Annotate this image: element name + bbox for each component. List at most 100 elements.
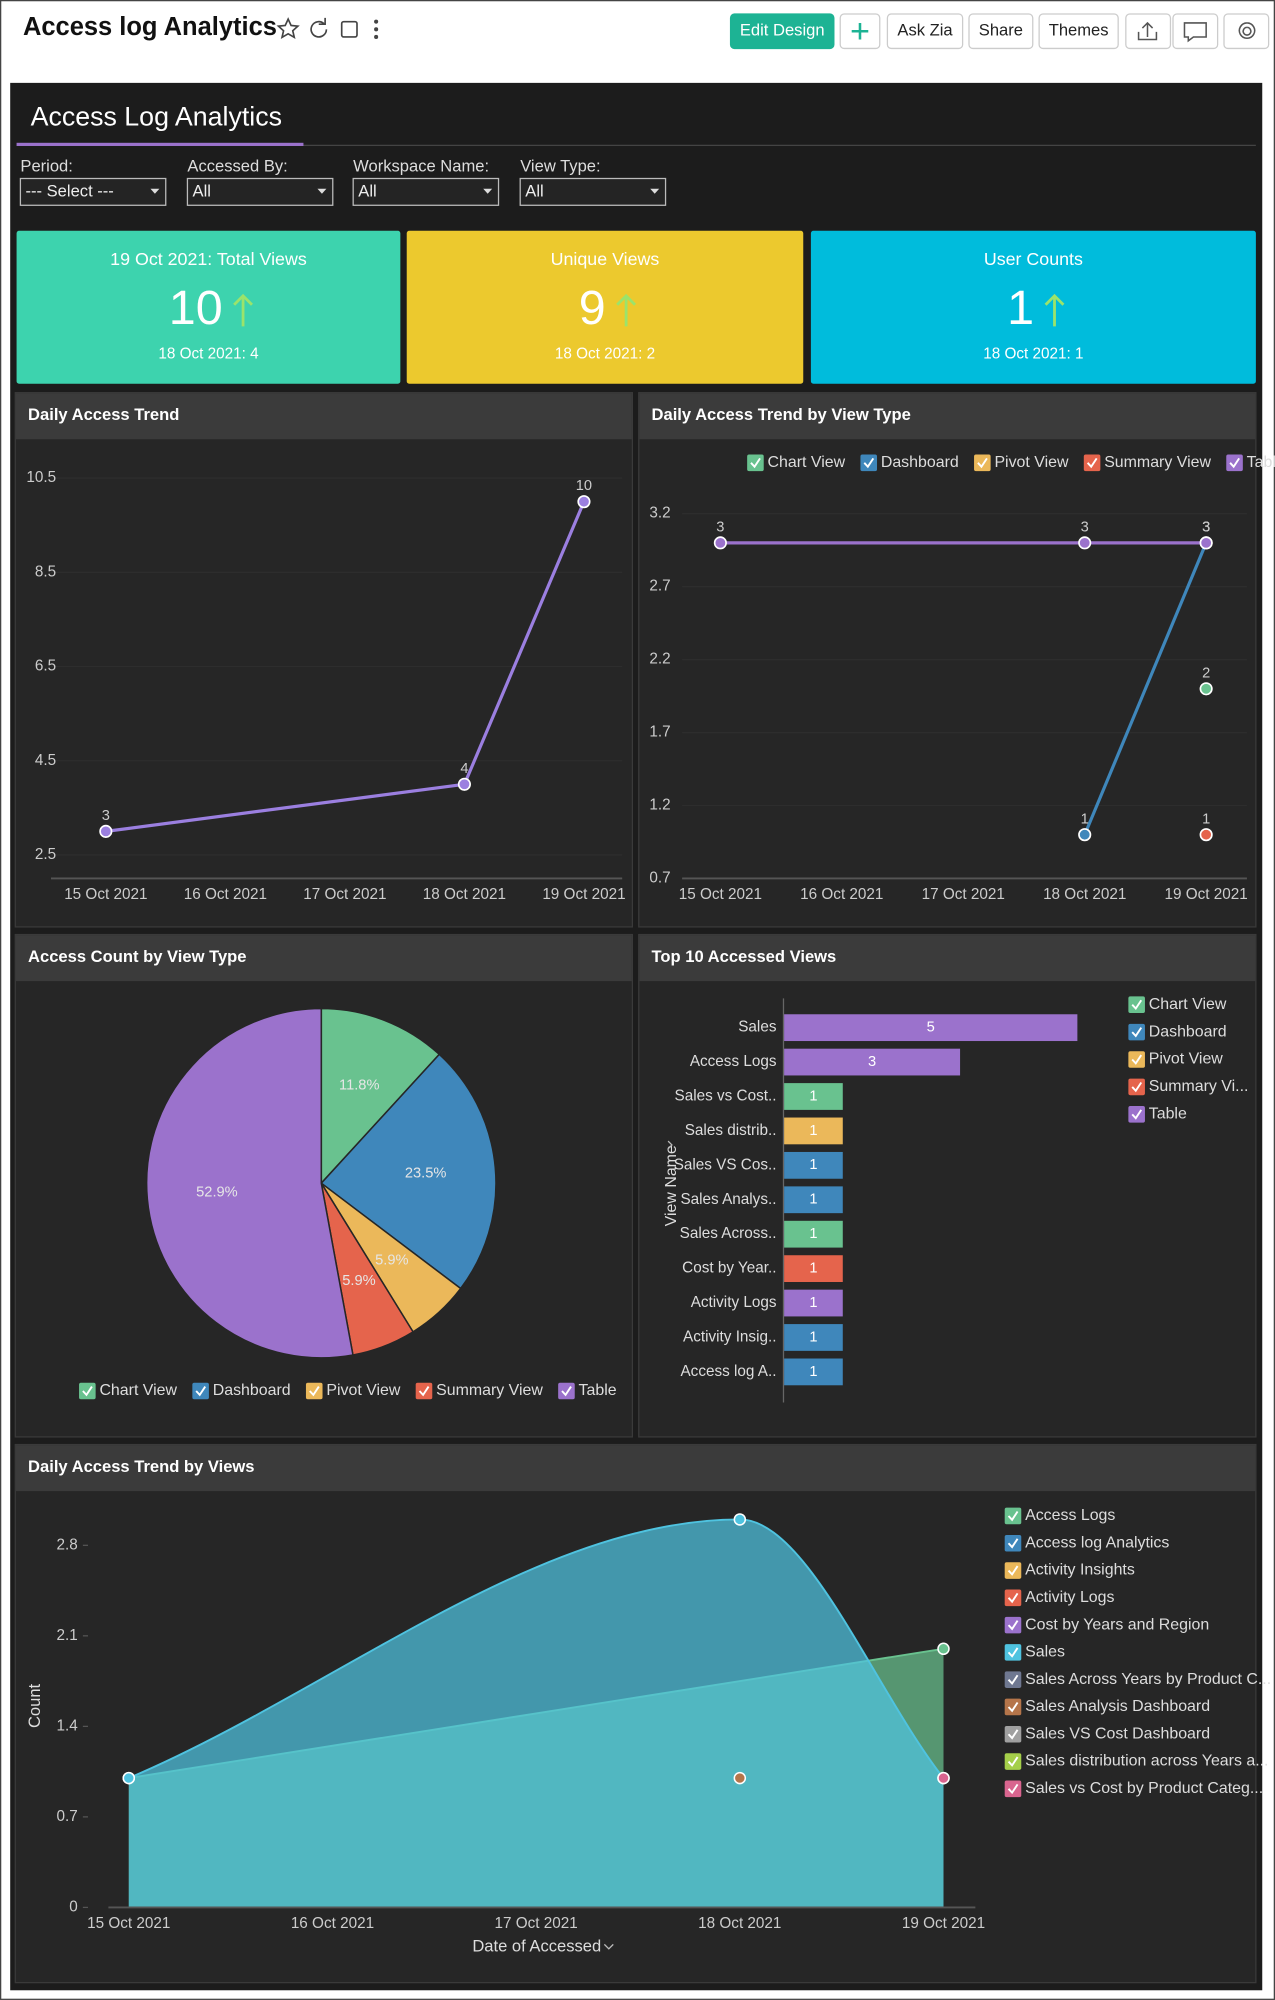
check-icon	[1007, 1647, 1019, 1658]
data-label: 1	[809, 1260, 817, 1276]
y-tick-label: 2.8	[57, 1536, 78, 1553]
point	[733, 1771, 747, 1785]
legend-swatch	[1004, 1644, 1022, 1661]
data-label: 1	[809, 1088, 817, 1104]
filter-select[interactable]	[19, 177, 167, 206]
legend-label: Table	[1149, 1106, 1187, 1123]
panel-title: Daily Access Trend by Views	[28, 1457, 254, 1476]
filter-label: View Type:	[520, 156, 600, 175]
page-title: Access log Analytics	[23, 13, 277, 41]
legend-swatch	[1004, 1725, 1022, 1743]
legend-swatch	[79, 1382, 96, 1400]
point	[577, 495, 591, 509]
data-label: 1	[1081, 811, 1089, 827]
legend-label: Sales VS Cost Dashboard	[1025, 1725, 1210, 1742]
category-label: Sales Across..	[680, 1225, 777, 1242]
point	[1199, 536, 1213, 550]
y-tick-label: 1.2	[649, 797, 670, 814]
icon-button[interactable]	[1223, 13, 1270, 50]
button[interactable]	[729, 13, 835, 50]
bar	[784, 1324, 843, 1351]
button-icon	[1183, 22, 1207, 43]
legend-swatch	[305, 1382, 323, 1400]
legend-swatch	[1128, 1023, 1145, 1041]
filter-select[interactable]	[352, 177, 500, 206]
check-icon	[1086, 457, 1098, 469]
axis-chevron	[667, 1140, 673, 1150]
legend-label: Chart View	[1149, 996, 1227, 1013]
legend-swatch	[1004, 1698, 1022, 1716]
x-tick-label: 15 Oct 2021	[87, 1915, 170, 1932]
filter-select[interactable]	[519, 177, 667, 206]
area-fill	[128, 1519, 944, 1908]
legend-label: Dashboard	[213, 1382, 291, 1399]
panel-title: Access Count by View Type	[28, 947, 246, 966]
panel-header	[15, 393, 632, 440]
check-icon	[750, 457, 761, 469]
x-tick-label: 16 Oct 2021	[184, 886, 267, 903]
area-line	[128, 1518, 945, 1779]
filter-label: Accessed By:	[187, 156, 287, 175]
favorite-icon[interactable]	[276, 17, 300, 40]
bar	[784, 1083, 843, 1110]
panel-header	[15, 935, 632, 982]
slice-label: 5.9%	[342, 1273, 375, 1289]
save-icon[interactable]	[340, 20, 358, 38]
button[interactable]	[886, 13, 964, 50]
filter-value: --- Select ---	[26, 181, 114, 200]
legend-swatch	[1128, 1078, 1145, 1096]
slice-label: 5.9%	[375, 1253, 408, 1269]
category-label: Sales Analys..	[680, 1191, 776, 1208]
point	[457, 777, 471, 791]
check-icon	[1007, 1538, 1019, 1549]
panel-header	[639, 935, 1256, 982]
dropdown-arrow	[150, 188, 160, 194]
legend-swatch	[1128, 1106, 1145, 1123]
data-label: 4	[460, 761, 468, 777]
filter-select[interactable]	[186, 177, 334, 206]
legend-swatch	[1083, 454, 1101, 472]
category-label: Sales	[738, 1019, 777, 1036]
line-series	[1083, 542, 1208, 836]
x-tick-label: 15 Oct 2021	[64, 886, 147, 903]
data-label: 1	[809, 1295, 817, 1311]
legend-label: Cost by Years and Region	[1025, 1616, 1209, 1633]
icon-button[interactable]	[1172, 13, 1219, 50]
y-tick-label: 1.7	[649, 724, 670, 741]
x-tick-label: 17 Oct 2021	[922, 886, 1005, 903]
check-icon	[1007, 1510, 1019, 1522]
y-tick-label: 0.7	[649, 870, 670, 887]
x-tick-label: 17 Oct 2021	[495, 1915, 578, 1932]
data-label: 1	[1202, 811, 1210, 827]
panel-title: Top 10 Accessed Views	[652, 947, 837, 966]
button[interactable]	[968, 13, 1034, 50]
x-tick-label: 16 Oct 2021	[800, 886, 883, 903]
y-tick-label: 4.5	[35, 752, 56, 769]
check-icon	[82, 1386, 93, 1397]
point	[1199, 828, 1213, 842]
more-icon[interactable]	[374, 27, 379, 32]
legend-swatch	[974, 454, 991, 472]
legend-label: Summary View	[1104, 454, 1211, 471]
kpi-card	[406, 230, 804, 384]
button-icon	[1137, 21, 1158, 41]
more-icon[interactable]	[374, 34, 379, 40]
button[interactable]	[1038, 13, 1119, 50]
bar	[784, 1117, 843, 1145]
legend-swatch	[1004, 1753, 1022, 1770]
bar	[784, 1186, 843, 1214]
kpi-value: 10	[169, 281, 223, 335]
refresh-icon[interactable]	[310, 17, 328, 38]
category-label: Cost by Year..	[682, 1260, 776, 1277]
legend-label: Activity Insights	[1025, 1562, 1135, 1579]
data-label: 3	[1202, 519, 1210, 535]
data-label: 5	[927, 1020, 935, 1036]
legend-label: Table	[1247, 454, 1275, 471]
more-icon[interactable]	[374, 19, 379, 24]
legend-swatch	[1004, 1507, 1022, 1525]
add-icon	[851, 22, 869, 40]
check-icon	[1131, 999, 1143, 1011]
button-icon	[1238, 22, 1256, 39]
legend-swatch	[1004, 1589, 1022, 1607]
